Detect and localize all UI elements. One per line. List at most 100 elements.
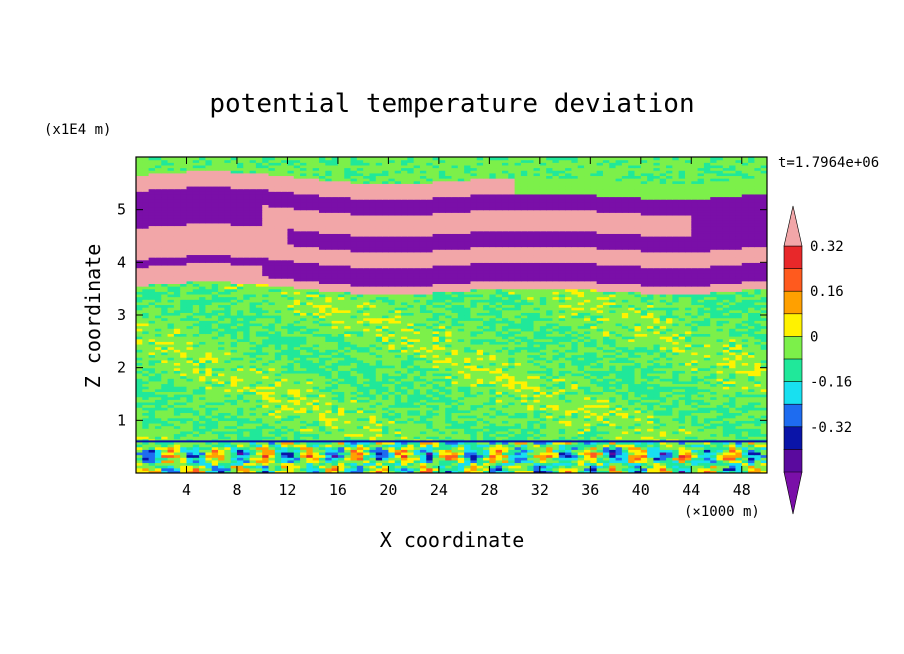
heatmap-cell <box>293 465 301 469</box>
heatmap-cell <box>180 394 188 398</box>
heatmap-cell <box>748 449 755 453</box>
heatmap-cell <box>337 404 345 408</box>
heatmap-cell <box>666 420 673 424</box>
heatmap-cell <box>476 457 484 461</box>
heatmap-cell <box>318 444 326 448</box>
heatmap-cell <box>407 349 415 353</box>
heatmap-cell <box>659 357 667 361</box>
heatmap-cell <box>514 394 522 398</box>
heatmap-cell <box>312 444 320 448</box>
heatmap-cell <box>596 370 604 374</box>
heatmap-cell <box>268 422 276 427</box>
heatmap-cell <box>710 380 718 385</box>
heatmap-cell <box>666 354 673 358</box>
heatmap-cell <box>602 394 610 398</box>
heatmap-cell <box>672 380 680 385</box>
heatmap-cell <box>571 430 579 435</box>
heatmap-cell <box>388 441 396 445</box>
heatmap-cell <box>672 451 680 456</box>
heatmap-cell <box>173 422 181 427</box>
heatmap-cell <box>331 351 339 356</box>
heatmap-cell <box>268 425 276 429</box>
heatmap-cell <box>691 357 699 361</box>
heatmap-cell <box>647 351 655 356</box>
heatmap-cell <box>684 343 692 348</box>
heatmap-cell <box>350 415 358 419</box>
heatmap-cell <box>565 341 572 345</box>
heatmap-cell <box>760 436 767 440</box>
heatmap-cell <box>577 444 585 448</box>
heatmap-cell <box>476 430 484 435</box>
heatmap-cell <box>596 444 604 448</box>
heatmap-cell <box>602 357 610 361</box>
heatmap-cell <box>527 438 535 442</box>
heatmap-cell <box>495 433 503 437</box>
heatmap-cell <box>413 409 421 414</box>
heatmap-cell <box>703 470 711 473</box>
heatmap-cell <box>337 449 345 453</box>
heatmap-cell <box>161 346 169 350</box>
heatmap-cell <box>609 444 617 448</box>
heatmap-cell <box>274 465 282 469</box>
heatmap-cell <box>243 409 251 414</box>
heatmap-cell <box>199 470 207 473</box>
heatmap-cell <box>192 446 200 450</box>
heatmap-cell <box>445 412 453 416</box>
heatmap-cell <box>375 378 383 382</box>
heatmap-cell <box>344 409 352 414</box>
heatmap-cell <box>356 441 364 445</box>
heatmap-cell <box>634 343 642 348</box>
heatmap-cell <box>451 370 459 374</box>
heatmap-cell <box>722 465 730 469</box>
heatmap-cell <box>470 372 478 377</box>
heatmap-cell <box>154 401 162 406</box>
heatmap-cell <box>161 436 169 440</box>
heatmap-cell <box>312 391 320 395</box>
heatmap-cell <box>634 346 642 350</box>
heatmap-cell <box>716 467 724 471</box>
heatmap-cell <box>274 365 282 369</box>
heatmap-cell <box>546 375 554 379</box>
heatmap-cell <box>337 351 345 356</box>
heatmap-cell <box>243 362 251 366</box>
heatmap-cell <box>476 399 484 403</box>
heatmap-cell <box>691 380 699 385</box>
heatmap-cell <box>230 372 238 377</box>
heatmap-cell <box>609 404 617 408</box>
heatmap-cell <box>363 346 371 350</box>
heatmap-cell <box>445 354 453 358</box>
heatmap-cell <box>558 444 566 448</box>
heatmap-cell <box>659 380 667 385</box>
heatmap-cell <box>628 420 636 424</box>
heatmap-cell <box>230 365 238 369</box>
heatmap-cell <box>602 378 610 382</box>
heatmap-cell <box>697 394 705 398</box>
heatmap-cell <box>180 462 188 466</box>
heatmap-cell <box>533 370 541 374</box>
heatmap-cell <box>691 467 699 471</box>
heatmap-cell <box>483 446 490 450</box>
heatmap-cell <box>180 470 188 473</box>
heatmap-cell <box>186 346 194 350</box>
heatmap-cell <box>274 341 282 345</box>
heatmap-cell <box>192 388 200 392</box>
heatmap-cell <box>470 370 478 374</box>
heatmap-cell <box>760 425 767 429</box>
heatmap-cell <box>533 449 541 453</box>
heatmap-cell <box>318 362 326 366</box>
heatmap-cell <box>255 420 263 424</box>
heatmap-cell <box>602 343 610 348</box>
heatmap-cell <box>659 407 667 411</box>
heatmap-cell <box>426 433 434 437</box>
heatmap-cell <box>722 407 730 411</box>
heatmap-cell <box>729 449 737 453</box>
heatmap-cell <box>192 383 200 387</box>
heatmap-cell <box>602 422 610 427</box>
heatmap-cell <box>659 415 667 419</box>
heatmap-cell <box>293 365 301 369</box>
heatmap-cell <box>748 380 755 385</box>
heatmap-cell <box>703 451 711 456</box>
heatmap-cell <box>337 354 345 358</box>
heatmap-cell <box>274 430 282 435</box>
heatmap-cell <box>678 367 686 371</box>
